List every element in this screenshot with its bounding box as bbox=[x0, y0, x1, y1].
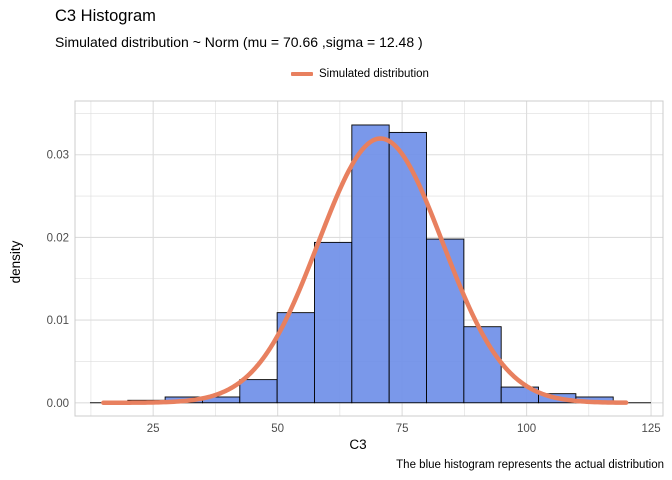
legend-label-simulated-distribution: Simulated distribution bbox=[319, 68, 429, 80]
density-curve-layer bbox=[101, 136, 629, 406]
y-tick-label: 0.00 bbox=[47, 398, 69, 410]
chart-caption: The blue histogram represents the actual… bbox=[396, 459, 664, 471]
legend-key-simulated-distribution bbox=[291, 66, 313, 82]
x-tick-label: 50 bbox=[271, 423, 284, 435]
x-tick-label: 100 bbox=[517, 423, 536, 435]
x-tick-label: 125 bbox=[641, 423, 660, 435]
y-tick-label: 0.02 bbox=[47, 232, 69, 244]
y-axis-label: density bbox=[8, 240, 23, 283]
x-axis-label: C3 bbox=[349, 437, 366, 452]
histogram-bar-6 bbox=[314, 241, 353, 404]
axis-ticks: 25 50 75 100 125 0.00 0.01 0.02 0.03 bbox=[47, 150, 661, 435]
histogram-bar-7 bbox=[351, 124, 390, 404]
histogram-bar-8 bbox=[388, 131, 427, 404]
x-tick-label: 25 bbox=[147, 423, 160, 435]
panel-border bbox=[74, 100, 664, 417]
histogram-bar-4 bbox=[239, 379, 278, 404]
legend: Simulated distribution bbox=[291, 66, 429, 82]
x-tick-label: 75 bbox=[396, 423, 409, 435]
chart-title: C3 Histogram bbox=[55, 7, 156, 25]
histogram-bar-9 bbox=[426, 238, 465, 404]
histogram-bars bbox=[89, 124, 652, 404]
simulated-distribution-curve bbox=[101, 136, 629, 406]
y-tick-label: 0.01 bbox=[47, 315, 69, 327]
y-tick-label: 0.03 bbox=[47, 150, 69, 162]
chart-subtitle: Simulated distribution ~ Norm (mu = 70.6… bbox=[55, 34, 423, 50]
